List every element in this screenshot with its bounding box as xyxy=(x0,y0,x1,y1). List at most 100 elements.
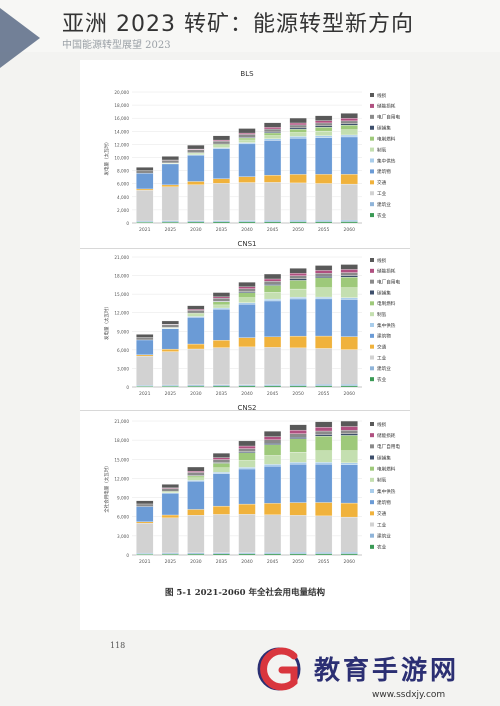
bar-segment xyxy=(340,297,358,300)
bar-segment xyxy=(161,348,179,352)
bar-segment xyxy=(289,182,307,221)
x-tick-label: 2055 xyxy=(318,391,330,397)
bar-segment xyxy=(238,384,256,386)
x-tick-label: 2060 xyxy=(343,559,355,565)
bar-segment xyxy=(187,481,205,510)
legend-item: 碳捕集 xyxy=(377,454,391,461)
bar-segment xyxy=(187,153,205,155)
watermark-logo-icon xyxy=(257,647,301,691)
legend-swatch xyxy=(370,202,374,207)
bar-segment xyxy=(263,431,282,437)
bar-segment xyxy=(212,340,231,348)
bar-segment xyxy=(136,188,154,191)
legend-swatch xyxy=(370,422,374,426)
bar-segment xyxy=(161,493,179,516)
bar-segment xyxy=(212,178,231,184)
bar-segment xyxy=(238,346,256,385)
y-tick-label: 2,000 xyxy=(117,208,129,213)
bar-segment xyxy=(340,385,358,388)
bar-segment xyxy=(212,552,231,555)
bar-segment xyxy=(340,502,358,518)
bar-segment xyxy=(315,137,333,175)
bar-segment xyxy=(289,384,307,386)
bar-segment xyxy=(187,144,205,150)
bar-segment xyxy=(238,514,256,553)
legend-swatch xyxy=(370,114,374,119)
watermark-name: 教育手游网 xyxy=(314,656,460,686)
watermark-url: www.ssdxjy.com xyxy=(372,690,446,700)
legend-item: 碳捕集 xyxy=(377,289,391,296)
bar-segment xyxy=(340,264,358,270)
legend-item: 电制燃料 xyxy=(377,135,396,142)
bar-segment xyxy=(340,272,358,276)
bar-segment xyxy=(340,299,358,337)
bar-segment xyxy=(187,305,205,310)
bar-segment xyxy=(315,435,333,451)
bar-segment xyxy=(263,466,282,504)
bar-segment xyxy=(263,455,282,465)
x-tick-label: 2030 xyxy=(190,559,202,565)
y-tick-label: 9,000 xyxy=(117,329,129,334)
bar-segment xyxy=(340,464,358,504)
chart-panel-bls: BLS 0 2,000 4,000 6,000 8,000 10,000 12,000 14,0… xyxy=(103,70,400,233)
x-tick-label: 2060 xyxy=(343,227,355,233)
bar-segment xyxy=(136,339,154,355)
bar-segment xyxy=(263,285,282,293)
bar-segment xyxy=(340,516,358,553)
bar-segment xyxy=(212,296,231,299)
bar-segment xyxy=(212,459,231,463)
bar-segment xyxy=(136,170,154,174)
bar-segment xyxy=(315,270,333,274)
bar-segment xyxy=(212,384,231,387)
bar-segment xyxy=(340,123,358,126)
bar-segment xyxy=(238,128,256,134)
bar-segment xyxy=(315,115,333,121)
bar-segment xyxy=(263,175,282,183)
legend-swatch xyxy=(370,489,374,493)
bar-segment xyxy=(289,220,307,222)
bar-segment xyxy=(340,433,358,436)
x-tick-label: 2030 xyxy=(190,227,202,233)
bar-segment xyxy=(289,451,307,463)
bar-segment xyxy=(340,183,358,221)
bar-segment xyxy=(136,190,154,222)
bar-segment xyxy=(289,221,307,224)
bar-segment xyxy=(187,184,205,221)
y-axis-label: 全社会用电量（太瓦时） xyxy=(103,463,110,513)
bar-segment xyxy=(315,122,333,127)
bar-segment xyxy=(238,445,256,449)
bar-segment xyxy=(289,174,307,184)
bar-segment xyxy=(136,506,154,522)
bar-segment xyxy=(289,268,307,274)
y-tick-label: 6,000 xyxy=(117,182,129,187)
bar-segment xyxy=(263,553,282,556)
bar-segment xyxy=(238,460,256,468)
bar-segment xyxy=(340,552,358,554)
bar-segment xyxy=(187,509,205,516)
bar-segment xyxy=(136,173,154,190)
header-band xyxy=(0,0,500,52)
legend-item: 储能损耗 xyxy=(377,432,396,439)
bar-segment xyxy=(263,552,282,554)
bar-segment xyxy=(187,472,205,476)
legend-item: 建筑业 xyxy=(377,532,391,539)
bar-segment xyxy=(315,298,333,337)
y-tick-label: 6,000 xyxy=(117,515,129,520)
bar-segment xyxy=(263,127,282,130)
bar-segment xyxy=(212,453,231,458)
legend-swatch xyxy=(370,377,374,382)
x-tick-label: 2030 xyxy=(190,391,202,397)
legend-item: 储能损耗 xyxy=(377,103,396,110)
bar-segment xyxy=(289,347,307,385)
bar-segment xyxy=(136,355,154,386)
bar-segment xyxy=(289,553,307,556)
bar-segment xyxy=(212,301,231,306)
bar-segment xyxy=(315,552,333,554)
legend-item: 电厂自用电 xyxy=(377,114,400,121)
bar-segment xyxy=(263,122,282,128)
bar-segment xyxy=(289,273,307,276)
bar-segment xyxy=(136,503,154,507)
bar-segment xyxy=(315,220,333,222)
y-tick-label: 3,000 xyxy=(117,534,129,539)
x-tick-label: 2025 xyxy=(165,391,177,397)
